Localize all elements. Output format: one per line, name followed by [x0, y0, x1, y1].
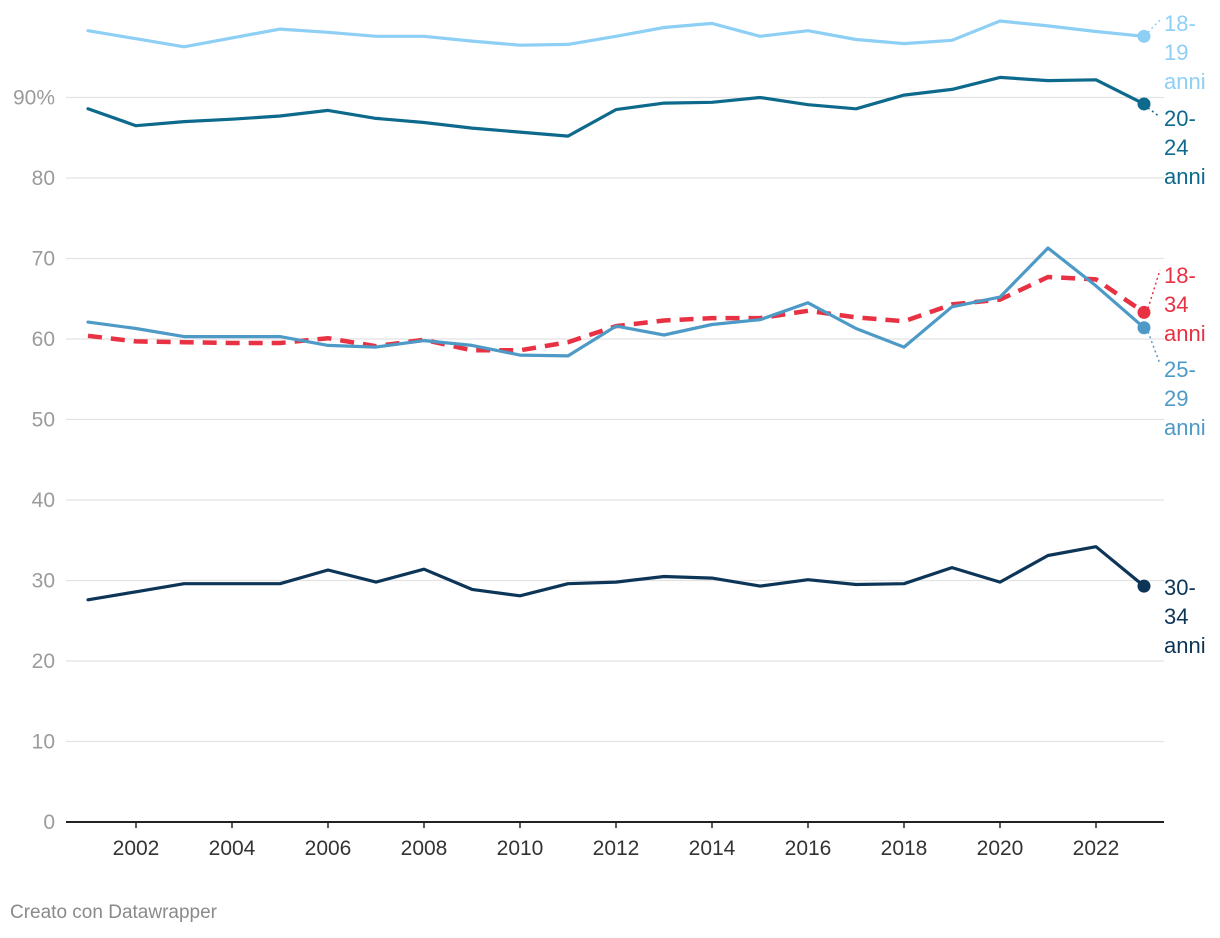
label-leader-0: [1147, 19, 1161, 33]
series-label-1: 24: [1164, 135, 1188, 160]
y-tick-label: 10: [32, 731, 55, 754]
x-tick-label: 2020: [977, 837, 1024, 860]
series-label-4: 30-: [1164, 575, 1196, 600]
series-endpoint-0: [1137, 29, 1151, 43]
series-endpoint-1: [1137, 97, 1151, 111]
x-tick-label: 2022: [1073, 837, 1120, 860]
y-tick-label: 0: [43, 811, 55, 834]
y-tick-label: 60: [32, 328, 55, 351]
y-tick-label: 30: [32, 570, 55, 593]
credit-text: Creato con Datawrapper: [10, 902, 217, 923]
series-label-4: 34: [1164, 604, 1188, 629]
series-label-2: anni: [1164, 321, 1206, 346]
series-line-3: [86, 246, 1146, 358]
y-tick-label: 40: [32, 489, 55, 512]
x-tick-label: 2004: [209, 837, 256, 860]
series-endpoint-3: [1137, 321, 1151, 335]
x-tick-label: 2008: [401, 837, 448, 860]
series-line-0: [86, 19, 1146, 49]
x-tick-label: 2018: [881, 837, 928, 860]
y-tick-label: 70: [32, 248, 55, 271]
gridlines: [66, 96, 1164, 823]
series-label-0: anni: [1164, 69, 1206, 94]
x-tick-label: 2006: [305, 837, 352, 860]
series-label-1: 20-: [1164, 106, 1196, 131]
series-label-0: 18-: [1164, 11, 1196, 36]
series-label-1: anni: [1164, 164, 1206, 189]
y-tick-label: 50: [32, 409, 55, 432]
x-tick-label: 2014: [689, 837, 736, 860]
y-tick-label: 90%: [13, 87, 55, 110]
series-label-4: anni: [1164, 633, 1206, 658]
series-line-1: [86, 75, 1146, 138]
label-leader-1: [1147, 107, 1161, 118]
series-labels: 18- 19 anni 20- 24 anni 18- 34 anni 25- 29 anni 30- 3…: [1147, 11, 1206, 658]
series-label-3: anni: [1164, 415, 1206, 440]
x-tick-label: 2016: [785, 837, 832, 860]
series-line-4: [86, 545, 1146, 602]
y-axis-ticks: 0 10 20 30 40 50 60 70 80 90%: [13, 87, 55, 835]
series-label-0: 19: [1164, 40, 1188, 65]
series-label-3: 25-: [1164, 357, 1196, 382]
y-tick-label: 20: [32, 650, 55, 673]
series-lines: [86, 19, 1151, 602]
series-label-3: 29: [1164, 386, 1188, 411]
x-axis-ticks: 2002 2004 2006 2008 2010 2012 2014 2016 2018 2020…: [113, 822, 1120, 860]
series-endpoint-2: [1137, 305, 1151, 319]
series-label-2: 34: [1164, 292, 1188, 317]
label-leader-2: [1147, 269, 1161, 309]
x-tick-label: 2002: [113, 837, 160, 860]
series-label-2: 18-: [1164, 263, 1196, 288]
x-tick-label: 2010: [497, 837, 544, 860]
y-tick-label: 80: [32, 167, 55, 190]
x-tick-label: 2012: [593, 837, 640, 860]
series-endpoint-4: [1137, 579, 1151, 593]
label-leader-3: [1147, 331, 1161, 365]
